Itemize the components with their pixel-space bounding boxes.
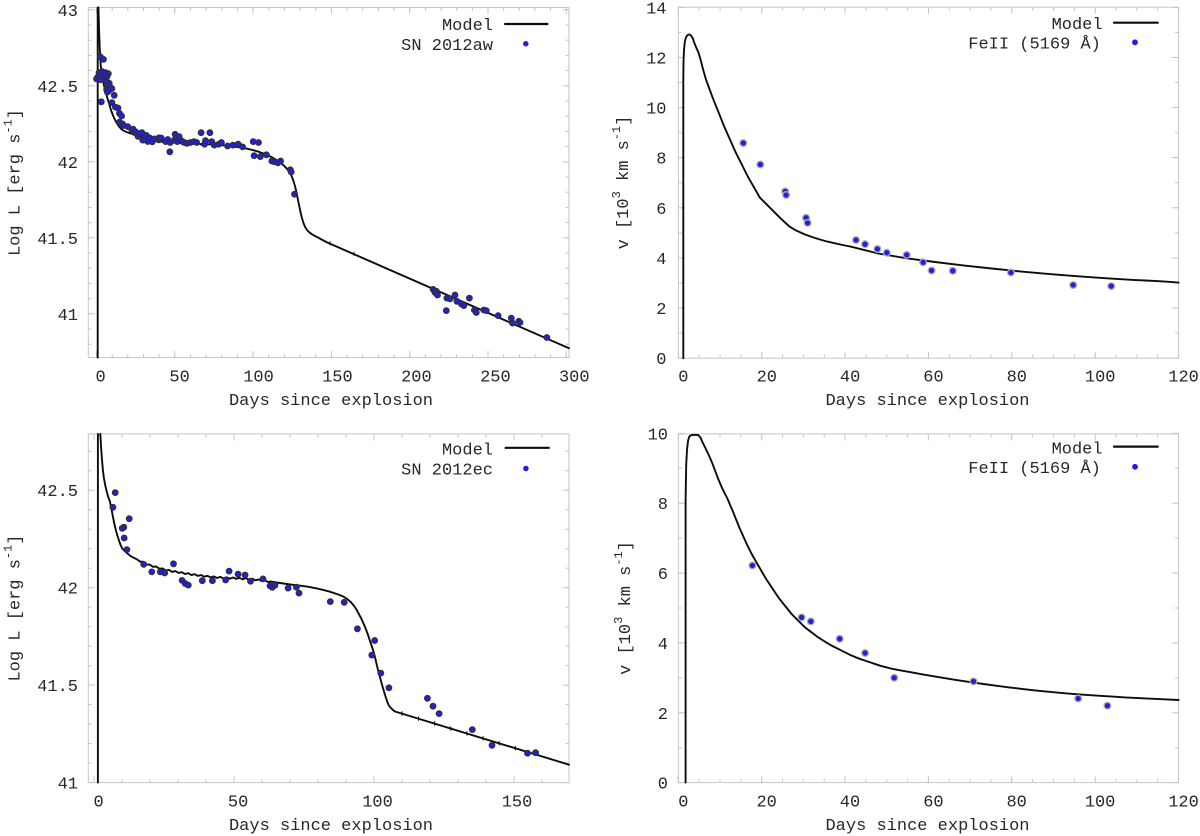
svg-text:41: 41 xyxy=(58,776,78,795)
svg-text:300: 300 xyxy=(559,369,590,388)
svg-text:50: 50 xyxy=(228,794,248,813)
svg-text:50: 50 xyxy=(169,369,189,388)
svg-text:8: 8 xyxy=(658,496,668,515)
svg-text:20: 20 xyxy=(756,794,776,813)
svg-text:FeII (5169 Å): FeII (5169 Å) xyxy=(968,460,1101,479)
svg-text:Model: Model xyxy=(1052,16,1103,35)
svg-text:120: 120 xyxy=(1168,794,1199,813)
svg-text:6: 6 xyxy=(656,201,666,220)
svg-text:4: 4 xyxy=(658,636,668,655)
svg-text:42.5: 42.5 xyxy=(37,79,78,98)
svg-text:41: 41 xyxy=(58,307,78,326)
svg-text:41.5: 41.5 xyxy=(37,231,78,250)
svg-text:2: 2 xyxy=(658,706,668,725)
svg-text:0: 0 xyxy=(93,794,103,813)
svg-text:SN 2012aw: SN 2012aw xyxy=(401,37,494,56)
svg-text:42: 42 xyxy=(58,155,78,174)
svg-text:0: 0 xyxy=(678,369,688,388)
svg-text:Days since explosion: Days since explosion xyxy=(229,392,433,411)
svg-text:150: 150 xyxy=(502,794,533,813)
svg-text:2: 2 xyxy=(656,301,666,320)
svg-text:Model: Model xyxy=(442,441,493,460)
svg-text:43: 43 xyxy=(58,3,78,22)
svg-text:42.5: 42.5 xyxy=(37,483,78,502)
svg-text:200: 200 xyxy=(401,369,432,388)
svg-text:41.5: 41.5 xyxy=(37,678,78,697)
svg-text:12: 12 xyxy=(646,51,666,70)
svg-text:100: 100 xyxy=(1085,794,1116,813)
svg-text:FeII (5169 Å): FeII (5169 Å) xyxy=(968,36,1101,55)
svg-text:Days since explosion: Days since explosion xyxy=(825,392,1029,411)
svg-text:120: 120 xyxy=(1168,369,1199,388)
svg-text:100: 100 xyxy=(362,794,393,813)
svg-text:100: 100 xyxy=(1085,369,1116,388)
svg-text:100: 100 xyxy=(243,369,274,388)
svg-text:10: 10 xyxy=(646,101,666,120)
svg-text:80: 80 xyxy=(1006,794,1026,813)
svg-text:Model: Model xyxy=(1052,441,1103,460)
svg-text:60: 60 xyxy=(923,794,943,813)
svg-text:8: 8 xyxy=(656,151,666,170)
svg-text:14: 14 xyxy=(646,0,666,19)
svg-text:SN 2012ec: SN 2012ec xyxy=(401,462,493,481)
svg-text:250: 250 xyxy=(480,369,511,388)
svg-text:0: 0 xyxy=(656,351,666,370)
svg-text:4: 4 xyxy=(656,251,666,270)
svg-text:40: 40 xyxy=(840,369,860,388)
svg-text:0: 0 xyxy=(95,369,105,388)
svg-text:6: 6 xyxy=(658,566,668,585)
svg-text:Days since explosion: Days since explosion xyxy=(825,817,1029,836)
svg-text:20: 20 xyxy=(757,369,777,388)
svg-text:10: 10 xyxy=(648,426,668,445)
svg-text:60: 60 xyxy=(923,369,943,388)
svg-text:40: 40 xyxy=(840,794,860,813)
svg-text:42: 42 xyxy=(58,581,78,600)
svg-text:0: 0 xyxy=(658,776,668,795)
svg-text:150: 150 xyxy=(322,369,353,388)
svg-text:80: 80 xyxy=(1007,369,1027,388)
svg-text:Days since explosion: Days since explosion xyxy=(229,817,433,836)
svg-text:Model: Model xyxy=(442,17,493,36)
svg-text:0: 0 xyxy=(678,794,688,813)
